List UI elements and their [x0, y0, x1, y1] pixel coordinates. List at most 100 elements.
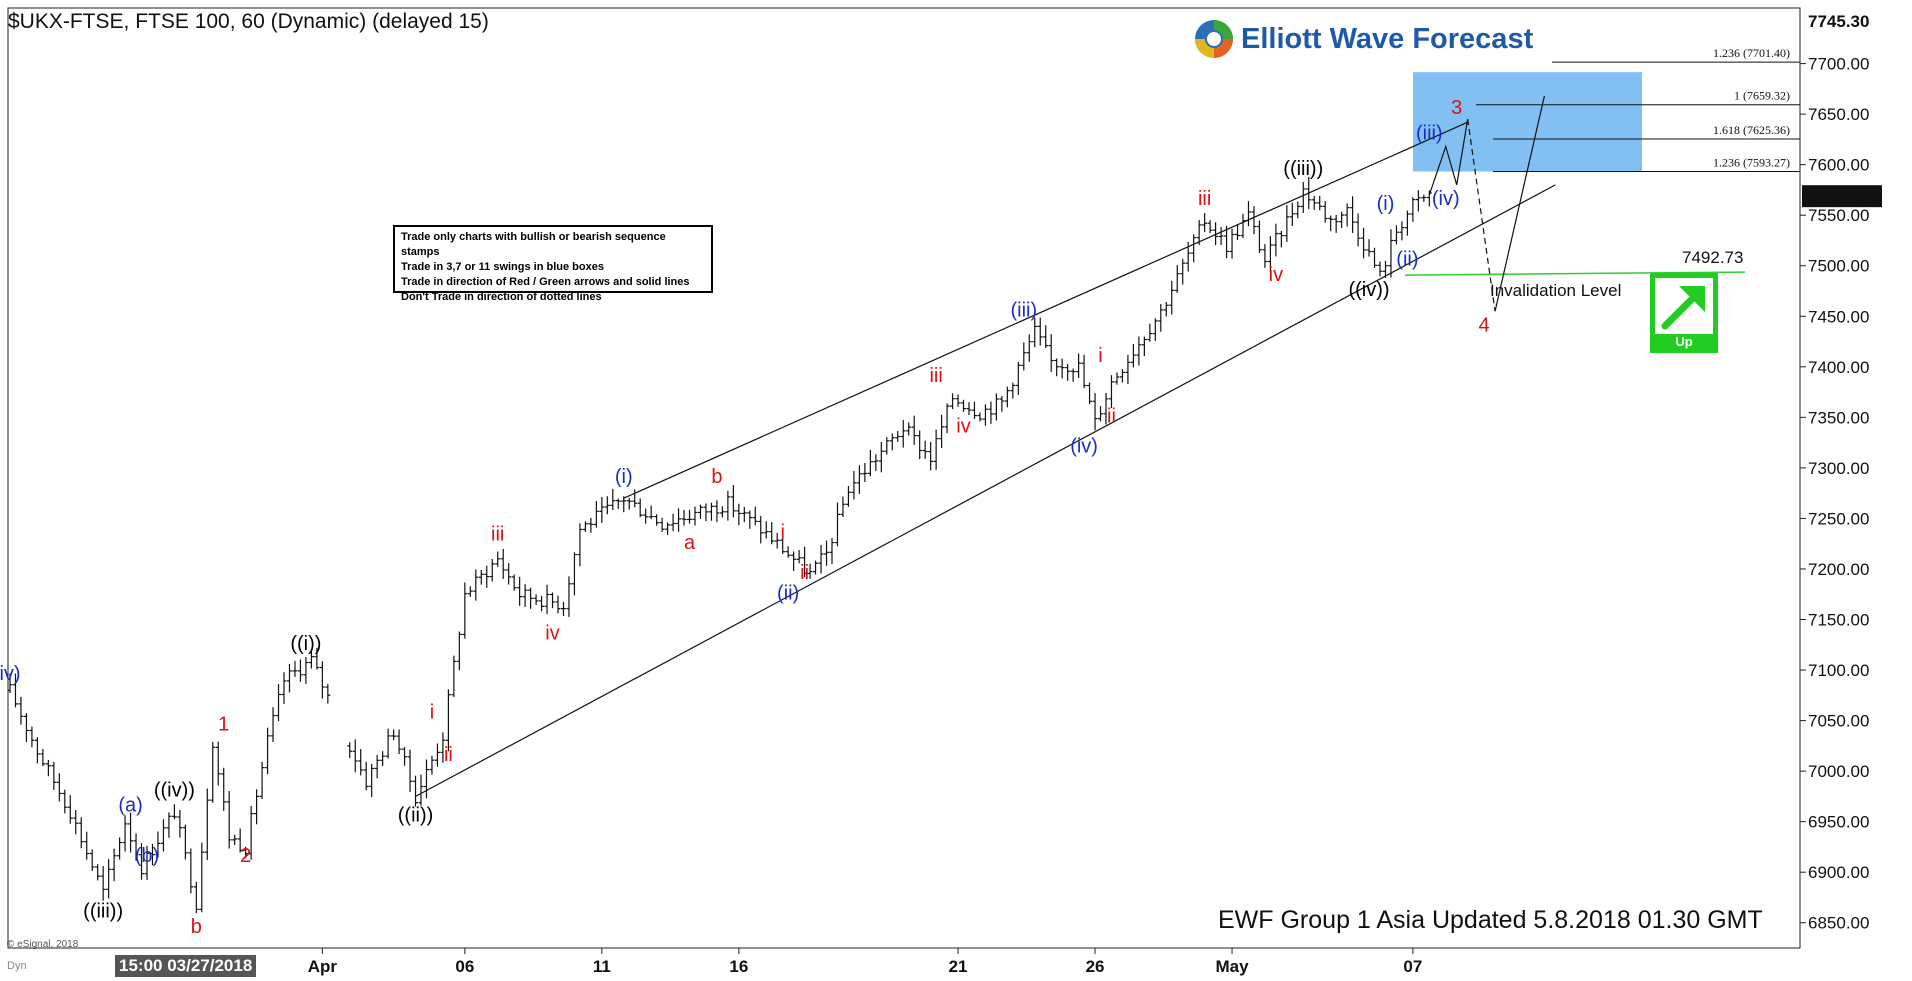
price-bar: [347, 742, 353, 759]
y-tick-label: 7250.00: [1808, 509, 1869, 528]
x-tick-label: Apr: [308, 957, 338, 976]
wave-label: (i): [615, 466, 633, 488]
y-top-label: 7745.30: [1808, 12, 1869, 31]
price-bar: [423, 759, 429, 799]
price-bar: [281, 672, 287, 704]
price-bar: [1087, 382, 1093, 405]
wave-label: (ii): [1396, 249, 1418, 271]
price-bar: [1059, 358, 1065, 379]
price-bar: [67, 795, 73, 824]
price-bar: [626, 497, 632, 510]
invalidation-line: [1404, 271, 1746, 276]
y-tick-label: 7500.00: [1808, 257, 1869, 276]
price-bar: [385, 728, 391, 759]
price-bar: [166, 812, 172, 838]
price-bar: [1284, 204, 1290, 242]
price-bar: [1180, 258, 1186, 285]
trend-stamp: Up: [1650, 273, 1718, 353]
price-bar: [895, 431, 901, 442]
price-bar: [1081, 354, 1087, 389]
price-bar: [615, 498, 621, 509]
price-bar: [1103, 392, 1109, 425]
fib-level-label: 1.236 (7701.40): [1713, 46, 1790, 60]
y-tick-label: 7100.00: [1808, 661, 1869, 680]
price-bar: [1070, 368, 1076, 382]
price-bar: [834, 502, 840, 547]
wave-label: (iv): [1432, 188, 1460, 210]
price-bar: [199, 842, 205, 913]
wave-label: a: [684, 532, 696, 554]
price-bar: [303, 657, 309, 684]
price-bar: [18, 696, 24, 725]
price-bar: [1240, 213, 1246, 239]
price-bar: [495, 551, 501, 567]
price-bar: [889, 433, 895, 451]
price-bar: [1322, 201, 1328, 223]
price-bar: [648, 505, 654, 520]
price-bar: [265, 727, 271, 775]
price-bar: [106, 859, 112, 899]
wave-label: 3: [1451, 97, 1462, 119]
x-tick-label: 07: [1403, 957, 1422, 976]
price-bar: [1092, 393, 1098, 431]
price-bar: [358, 748, 364, 776]
price-bar: [1278, 230, 1284, 248]
price-bar: [473, 569, 479, 601]
price-bar: [873, 454, 879, 471]
wave-label: (i): [1377, 193, 1395, 215]
price-bar: [769, 522, 775, 545]
price-bar: [232, 834, 238, 845]
wave-label: iii: [929, 365, 942, 387]
price-bar: [610, 488, 616, 511]
price-bar: [1125, 354, 1131, 385]
price-bar: [955, 394, 961, 407]
stamp-label: Up: [1675, 334, 1693, 349]
y-tick-label: 7050.00: [1808, 712, 1869, 731]
price-bar: [993, 393, 999, 421]
price-bar: [944, 403, 950, 434]
price-bar: [736, 503, 742, 526]
price-bar: [23, 713, 29, 742]
price-bar: [478, 570, 484, 585]
price-bar: [659, 517, 665, 532]
y-tick-label: 7400.00: [1808, 358, 1869, 377]
chart-title-bar: $UKX-FTSE, FTSE 100, 60 (Dynamic) (delay…: [8, 10, 489, 34]
y-tick-label: 7300.00: [1808, 459, 1869, 478]
price-bar: [588, 517, 594, 533]
price-bar: [1388, 229, 1394, 278]
wave-label: (ii): [777, 582, 799, 604]
invalidation-label: Invalidation Level: [1490, 281, 1621, 300]
price-bar: [692, 506, 698, 526]
price-bar: [292, 660, 298, 677]
price-bar: [999, 396, 1005, 412]
brand-swirl-icon: [1195, 20, 1233, 58]
price-bar: [1130, 344, 1136, 368]
price-bar: [719, 506, 725, 518]
price-bar: [1267, 236, 1273, 273]
price-bar: [560, 601, 566, 616]
price-bar: [396, 729, 402, 755]
price-bar: [1273, 223, 1279, 257]
price-bar: [1256, 220, 1262, 253]
price-bar: [824, 540, 830, 566]
fib-level-label: 1.236 (7593.27): [1713, 155, 1790, 169]
price-bar: [528, 587, 534, 609]
price-bar: [1065, 363, 1071, 381]
y-tick-label: 7350.00: [1808, 408, 1869, 427]
last-price-label: 7568.82: [1808, 188, 1869, 207]
price-bar: [1207, 220, 1213, 234]
price-bar: [467, 586, 473, 597]
price-bar: [604, 496, 610, 515]
fib-target-box: [1413, 72, 1642, 172]
price-bar: [637, 498, 643, 518]
price-bar: [1289, 202, 1295, 226]
price-bar: [1410, 197, 1416, 222]
price-bar: [418, 774, 424, 806]
price-bar: [1147, 323, 1153, 342]
price-bar: [95, 864, 101, 881]
price-bar: [785, 546, 791, 558]
price-bar: [391, 729, 397, 741]
fib-level-label: 1 (7659.32): [1734, 89, 1790, 103]
price-bar: [84, 831, 90, 860]
